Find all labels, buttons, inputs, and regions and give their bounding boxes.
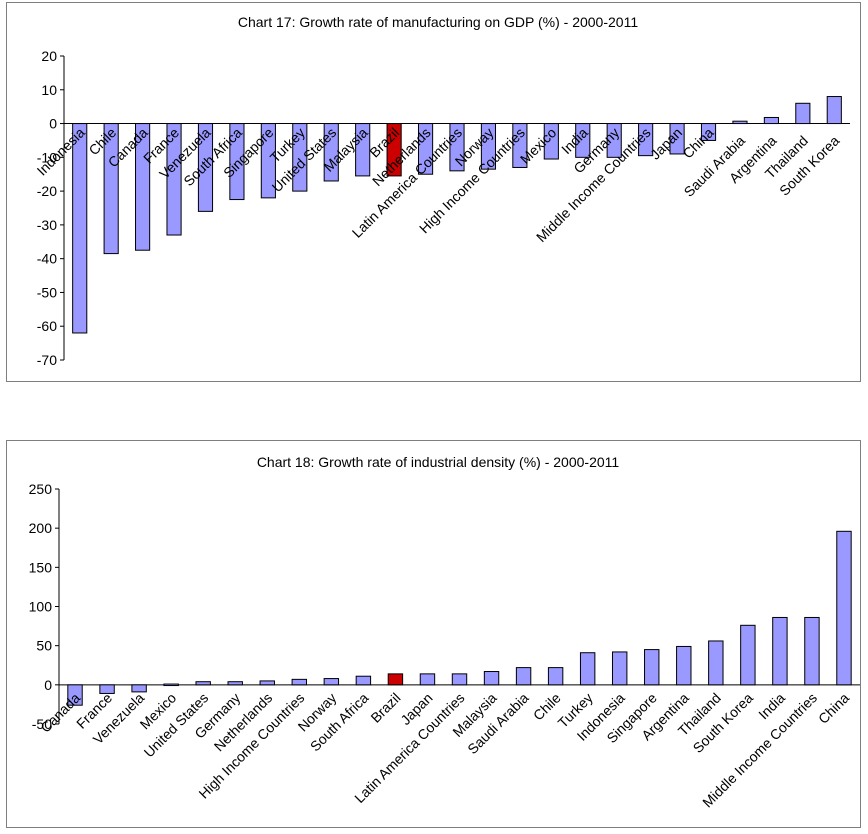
- chart-17-bar: [638, 123, 654, 157]
- chart-17-y-tick-label: -50: [37, 284, 57, 300]
- chart-18-bar: [259, 680, 275, 686]
- chart-17-bar: [480, 123, 497, 170]
- chart-17-bar: [543, 123, 559, 160]
- chart-17-bar: [323, 123, 339, 182]
- chart-17-bar: [512, 123, 528, 168]
- chart-18-y-tick-label: 200: [29, 520, 53, 536]
- chart-18-y-tick-label: 250: [29, 481, 53, 497]
- chart-18-y-tick-label: 50: [36, 638, 52, 654]
- chart-17-bar: [135, 123, 151, 251]
- chart-18-bar: [355, 675, 372, 686]
- chart-18-bar: [804, 616, 820, 686]
- chart-18-y-tick-label: 150: [29, 559, 53, 575]
- chart-17-y-tick-label: -10: [37, 149, 57, 165]
- chart-18-bar: [387, 673, 404, 686]
- chart-17-bar: [732, 120, 748, 125]
- chart-17-y-tick-label: -70: [37, 352, 57, 368]
- chart-18-bar: [740, 624, 756, 686]
- chart-17-bar: [417, 123, 434, 175]
- chart-18: Chart 18: Growth rate of industrial dens…: [29, 454, 860, 810]
- chart-17-bar: [229, 123, 245, 201]
- chart-17-bar: [103, 123, 119, 255]
- chart-17-bar: [449, 123, 465, 172]
- chart-18-bar: [836, 530, 852, 686]
- chart-17-bar: [669, 123, 685, 155]
- chart-18-title: Chart 18: Growth rate of industrial dens…: [257, 454, 620, 470]
- chart-18-bar: [515, 667, 532, 686]
- chart-18-bar: [547, 667, 564, 686]
- chart-18-bar: [163, 683, 179, 687]
- chart-17-y-tick-label: -20: [37, 183, 57, 199]
- chart-18-bar: [483, 671, 500, 686]
- chart-18-bar: [419, 673, 436, 686]
- chart-18-bar: [67, 684, 83, 706]
- chart-17-bar: [763, 116, 779, 125]
- chart-17-y-tick-label: 20: [41, 48, 57, 64]
- chart-17-bar: [197, 123, 214, 212]
- chart-17-bar: [606, 123, 622, 158]
- chart-18-category-label: China: [815, 690, 852, 727]
- chart-18-panel: Chart 18: Growth rate of industrial dens…: [6, 440, 861, 828]
- chart-17-bar: [575, 123, 591, 158]
- chart-18-bar: [579, 652, 596, 686]
- chart-17-bar: [166, 123, 182, 236]
- chart-18-bar: [772, 616, 788, 686]
- chart-18-y-tick-label: -50: [32, 716, 52, 732]
- chart-17-bar: [700, 123, 717, 141]
- chart-17-y-tick-label: -60: [37, 318, 57, 334]
- chart-18-bar: [451, 673, 468, 686]
- chart-18-bar: [611, 651, 628, 686]
- chart-18-y-tick-label: 0: [44, 677, 52, 693]
- chart-18-bar: [195, 681, 211, 686]
- chart-18-bar: [676, 645, 692, 686]
- chart-18-bar: [644, 649, 660, 686]
- chart-17-bar: [72, 123, 88, 334]
- chart-17-bar: [386, 123, 402, 177]
- chart-17-y-tick-label: -40: [37, 251, 57, 267]
- chart-17-bar: [826, 96, 842, 125]
- chart-18-y-tick-label: 100: [29, 599, 53, 615]
- chart-17-panel: Chart 17: Growth rate of manufacturing o…: [6, 2, 861, 382]
- chart-18-bar: [708, 640, 724, 686]
- chart-17-y-tick-label: 10: [41, 82, 57, 98]
- chart-17-bar: [795, 102, 811, 125]
- chart-17-y-tick-label: -30: [37, 217, 57, 233]
- chart-18-bar: [323, 678, 340, 686]
- chart-18-category-label: Canada: [37, 689, 83, 735]
- chart-18-bar: [131, 684, 147, 693]
- chart-17-bar: [355, 123, 371, 177]
- chart-17-bar: [292, 123, 308, 192]
- chart-18-bar: [227, 681, 243, 686]
- chart-18-bar: [99, 684, 115, 694]
- chart-17-bar: [260, 123, 276, 199]
- chart-18-bar: [291, 678, 308, 686]
- chart-17-y-tick-label: 0: [49, 116, 57, 132]
- chart-17-title: Chart 17: Growth rate of manufacturing o…: [238, 14, 638, 30]
- chart-18-category-label: Brazil: [367, 690, 403, 726]
- chart-17: Chart 17: Growth rate of manufacturing o…: [34, 14, 850, 368]
